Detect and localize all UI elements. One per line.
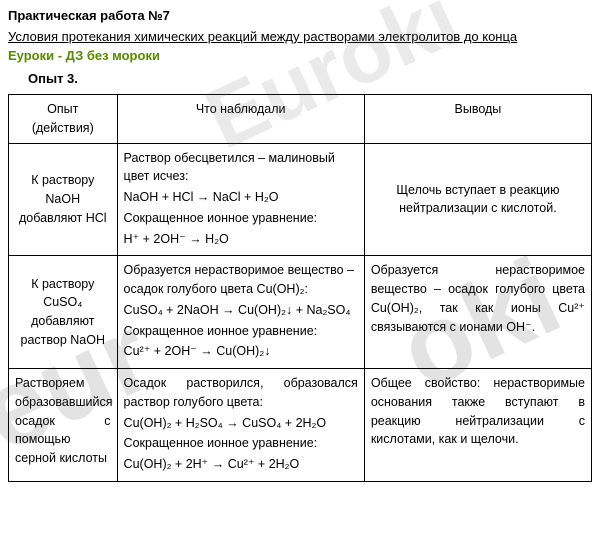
cell-observed: Осадок растворился, образовался раствор … xyxy=(117,369,364,482)
table-header-row: Опыт (действия) Что наблюдали Выводы xyxy=(9,95,592,144)
cell-conclusion: Образуется нерастворимое вещество – осад… xyxy=(364,256,591,369)
cell-conclusion: Щелочь вступает в реакцию нейтрализации … xyxy=(364,143,591,256)
cell-actions: К раствору CuSO₄ добавляют раствор NaOH xyxy=(9,256,118,369)
cell-actions: Растворяем образовавшийся осадок с помощ… xyxy=(9,369,118,482)
col-header-conclusions: Выводы xyxy=(364,95,591,144)
tagline: Еуроки - ДЗ без мороки xyxy=(8,48,592,63)
experiment-table: Опыт (действия) Что наблюдали Выводы К р… xyxy=(8,94,592,482)
obs-line: Раствор обесцветился – малиновый цвет ис… xyxy=(124,149,358,187)
col-header-actions: Опыт (действия) xyxy=(9,95,118,144)
cell-actions: К раствору NaOH добавляют HCl xyxy=(9,143,118,256)
col-header-observed: Что наблюдали xyxy=(117,95,364,144)
table-row: Растворяем образовавшийся осадок с помощ… xyxy=(9,369,592,482)
obs-line: Cu(OH)₂ + 2H⁺ → Cu²⁺ + 2H₂O xyxy=(124,455,358,474)
obs-line: Осадок растворился, образовался раствор … xyxy=(124,374,358,412)
page-subtitle: Условия протекания химических реакций ме… xyxy=(8,29,592,44)
obs-line: NaOH + HCl → NaCl + H₂O xyxy=(124,188,358,207)
obs-line: CuSO₄ + 2NaOH → Cu(OH)₂↓ + Na₂SO₄ xyxy=(124,301,358,320)
obs-line: Сокращенное ионное уравнение: xyxy=(124,209,358,228)
cell-observed: Образуется нерастворимое вещество – осад… xyxy=(117,256,364,369)
cell-conclusion: Общее свойство: нерастворимые основания … xyxy=(364,369,591,482)
cell-observed: Раствор обесцветился – малиновый цвет ис… xyxy=(117,143,364,256)
obs-line: Cu(OH)₂ + H₂SO₄ → CuSO₄ + 2H₂O xyxy=(124,414,358,433)
table-row: К раствору CuSO₄ добавляют раствор NaOH … xyxy=(9,256,592,369)
obs-line: H⁺ + 2OH⁻ → H₂O xyxy=(124,230,358,249)
obs-line: Сокращенное ионное уравнение: xyxy=(124,434,358,453)
table-row: К раствору NaOH добавляют HCl Раствор об… xyxy=(9,143,592,256)
experiment-label: Опыт 3. xyxy=(28,71,592,86)
obs-line: Образуется нерастворимое вещество – осад… xyxy=(124,261,358,299)
obs-line: Cu²⁺ + 2OH⁻ → Cu(OH)₂↓ xyxy=(124,342,358,361)
page-title: Практическая работа №7 xyxy=(8,8,592,23)
obs-line: Сокращенное ионное уравнение: xyxy=(124,322,358,341)
